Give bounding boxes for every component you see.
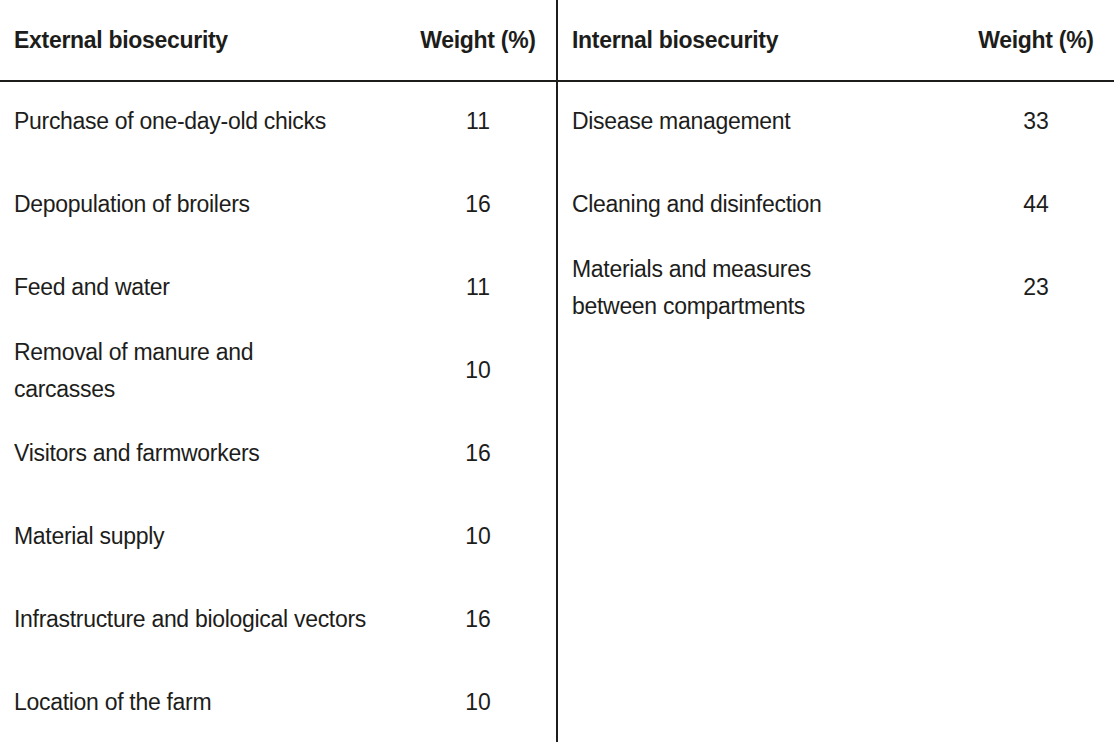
table-row: Disease management 33	[558, 80, 1114, 163]
row-label: Visitors and farmworkers	[14, 435, 418, 472]
table-row: Cleaning and disinfection 44	[558, 163, 1114, 246]
row-label: Material supply	[14, 518, 418, 555]
table-row: Materials and measures between compartme…	[558, 246, 1114, 329]
table-row: Removal of manure and carcasses 10	[0, 329, 556, 412]
row-weight-value: 10	[418, 523, 538, 550]
internal-section-title: Internal biosecurity	[572, 27, 976, 54]
row-weight-value: 16	[418, 191, 538, 218]
row-label: Infrastructure and biological vectors	[14, 601, 418, 638]
vertical-divider-line	[556, 0, 558, 742]
internal-rows: Disease management 33 Cleaning and disin…	[558, 80, 1114, 329]
row-weight-value: 11	[418, 108, 538, 135]
external-header-row: External biosecurity Weight (%)	[0, 0, 556, 80]
external-weight-column-header: Weight (%)	[418, 27, 538, 54]
table-row: Location of the farm 10	[0, 661, 556, 744]
row-weight-value: 10	[418, 689, 538, 716]
row-weight-value: 23	[976, 274, 1096, 301]
table-row: Infrastructure and biological vectors 16	[0, 578, 556, 661]
internal-header-row: Internal biosecurity Weight (%)	[558, 0, 1114, 80]
row-weight-value: 10	[418, 357, 538, 384]
row-label: Removal of manure and carcasses	[14, 334, 418, 408]
table-row: Material supply 10	[0, 495, 556, 578]
row-label: Materials and measures between compartme…	[572, 251, 976, 325]
row-label: Feed and water	[14, 269, 418, 306]
table-row: Feed and water 11	[0, 246, 556, 329]
table-row: Depopulation of broilers 16	[0, 163, 556, 246]
row-label: Location of the farm	[14, 684, 418, 721]
internal-weight-column-header: Weight (%)	[976, 27, 1096, 54]
external-section-title: External biosecurity	[14, 27, 418, 54]
row-weight-value: 16	[418, 606, 538, 633]
table-row: Visitors and farmworkers 16	[0, 412, 556, 495]
row-weight-value: 44	[976, 191, 1096, 218]
external-biosecurity-section: External biosecurity Weight (%) Purchase…	[0, 0, 556, 746]
row-weight-value: 11	[418, 274, 538, 301]
row-label: Cleaning and disinfection	[572, 186, 976, 223]
header-underline	[0, 80, 1114, 82]
table-row: Purchase of one-day-old chicks 11	[0, 80, 556, 163]
biosecurity-weights-table: External biosecurity Weight (%) Purchase…	[0, 0, 1114, 746]
row-weight-value: 16	[418, 440, 538, 467]
row-label: Purchase of one-day-old chicks	[14, 103, 418, 140]
row-label: Disease management	[572, 103, 976, 140]
internal-biosecurity-section: Internal biosecurity Weight (%) Disease …	[558, 0, 1114, 746]
row-weight-value: 33	[976, 108, 1096, 135]
external-rows: Purchase of one-day-old chicks 11 Depopu…	[0, 80, 556, 744]
row-label: Depopulation of broilers	[14, 186, 418, 223]
